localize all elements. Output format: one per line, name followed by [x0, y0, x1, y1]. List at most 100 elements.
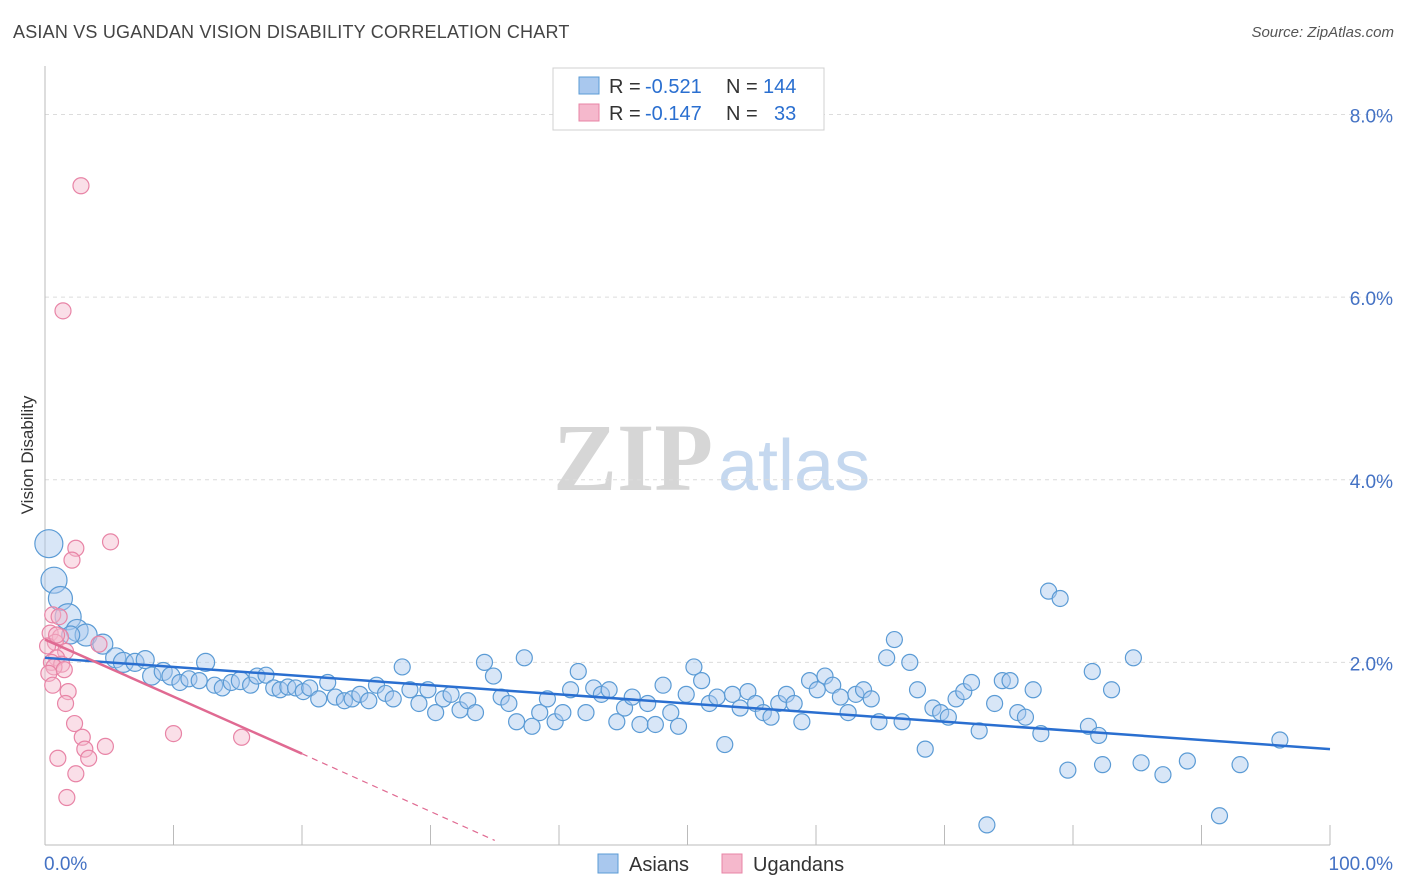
asian-point — [531, 704, 549, 722]
asian-point — [708, 688, 726, 706]
asian-point — [839, 704, 857, 722]
asian-point — [1059, 761, 1077, 779]
asian-point — [646, 715, 664, 734]
asian-point — [1093, 756, 1112, 774]
asian-point — [554, 704, 572, 722]
asian-point — [693, 672, 711, 690]
asian-point — [1132, 754, 1150, 772]
stats-asian-swatch — [578, 76, 600, 95]
asian-point — [1231, 756, 1249, 774]
ugandan-trend-extension — [301, 753, 495, 841]
asian-point — [1024, 681, 1042, 699]
asian-point — [484, 667, 503, 685]
trend-lines — [44, 638, 1331, 841]
ugandan-point — [80, 749, 98, 767]
asian-point — [213, 679, 231, 697]
asian-point — [885, 630, 903, 649]
asian-point — [1210, 807, 1229, 825]
asian-point — [351, 685, 369, 703]
asian-point — [600, 681, 618, 699]
asian-point — [401, 681, 419, 699]
stats-asian-r: -0.521 — [645, 76, 702, 98]
asian-point — [196, 652, 216, 672]
axes — [44, 66, 1331, 846]
asian-point — [970, 722, 988, 740]
asian-point — [677, 685, 695, 703]
asian-point — [1271, 731, 1289, 749]
y-axis-label: Vision Disability — [18, 395, 37, 514]
legend-asians-label: Asians — [629, 854, 689, 876]
tick-labels: 2.0% 4.0% 6.0% 8.0% 0.0% 100.0% — [44, 107, 1393, 875]
ugandan-point — [90, 635, 108, 653]
asian-point — [384, 690, 402, 708]
ugandan-point — [58, 788, 76, 807]
ugandan-point — [101, 533, 120, 551]
asian-point — [669, 717, 688, 735]
ugandan-point — [44, 606, 62, 624]
x-tick-label-max: 100.0% — [1329, 854, 1394, 875]
x-tick-label-min: 0.0% — [44, 854, 87, 875]
legend-ugandans-swatch — [721, 853, 743, 874]
asian-point — [1124, 649, 1142, 667]
asian-point — [1051, 589, 1069, 608]
asian-point — [523, 717, 541, 735]
source-credit: Source: ZipAtlas.com — [1251, 24, 1394, 41]
asian-point — [808, 681, 826, 699]
asian-point — [507, 713, 526, 731]
asian-point — [986, 694, 1004, 713]
asian-point — [831, 688, 850, 706]
watermark-atlas: atlas — [718, 426, 870, 506]
legend-ugandans-label: Ugandans — [753, 854, 844, 876]
ugandan-point — [50, 608, 68, 626]
asian-point — [901, 653, 919, 671]
asian-point — [631, 715, 649, 734]
asian-point — [654, 676, 672, 694]
y-tick-label: 4.0% — [1350, 472, 1393, 493]
asian-point — [1154, 766, 1172, 784]
y-tick-label: 8.0% — [1350, 107, 1393, 128]
asian-point — [466, 704, 485, 722]
ugandan-point — [76, 740, 94, 758]
asian-point — [310, 690, 328, 708]
gridlines — [45, 114, 1392, 663]
asian-trend-line — [44, 656, 1331, 751]
y-tick-label: 6.0% — [1350, 289, 1393, 310]
stats-asian-n: 144 — [763, 76, 796, 98]
stats-box: R = -0.521 N = 144 R = -0.147 N = 33 — [552, 67, 825, 131]
asian-point — [608, 713, 626, 731]
asian-point — [265, 679, 283, 697]
ugandan-point — [67, 765, 85, 783]
asian-point — [824, 676, 842, 694]
ugandan-point — [96, 737, 114, 755]
ugandan-point — [49, 749, 67, 767]
asian-point — [515, 649, 533, 667]
asian-point — [1090, 726, 1108, 745]
asian-point — [326, 688, 345, 706]
asian-point — [862, 690, 880, 708]
asian-point — [1102, 681, 1121, 699]
asian-point — [1178, 752, 1196, 770]
asian-point — [893, 713, 911, 731]
asian-point — [427, 704, 445, 722]
asian-point — [569, 662, 587, 681]
stats-ugandan-r: -0.147 — [645, 103, 702, 125]
stats-asian-n-label: N = — [726, 76, 758, 98]
asian-point — [785, 694, 803, 713]
ugandan-point — [72, 177, 90, 195]
stats-ugandan-n-label: N = — [726, 103, 758, 125]
asian-point — [360, 692, 378, 710]
asian-point — [92, 633, 114, 655]
asian-point — [500, 694, 518, 713]
asian-point — [47, 585, 74, 612]
asian-points — [34, 529, 1289, 834]
stats-ugandan-swatch — [578, 103, 600, 122]
asian-point — [962, 673, 981, 692]
asian-point — [190, 672, 208, 690]
asian-point — [685, 658, 703, 676]
ugandan-point — [54, 302, 72, 320]
ugandan-point — [44, 676, 62, 694]
asian-point — [1016, 708, 1035, 726]
asian-point — [739, 682, 757, 701]
ugandan-point — [164, 725, 183, 743]
asian-point — [978, 816, 996, 834]
